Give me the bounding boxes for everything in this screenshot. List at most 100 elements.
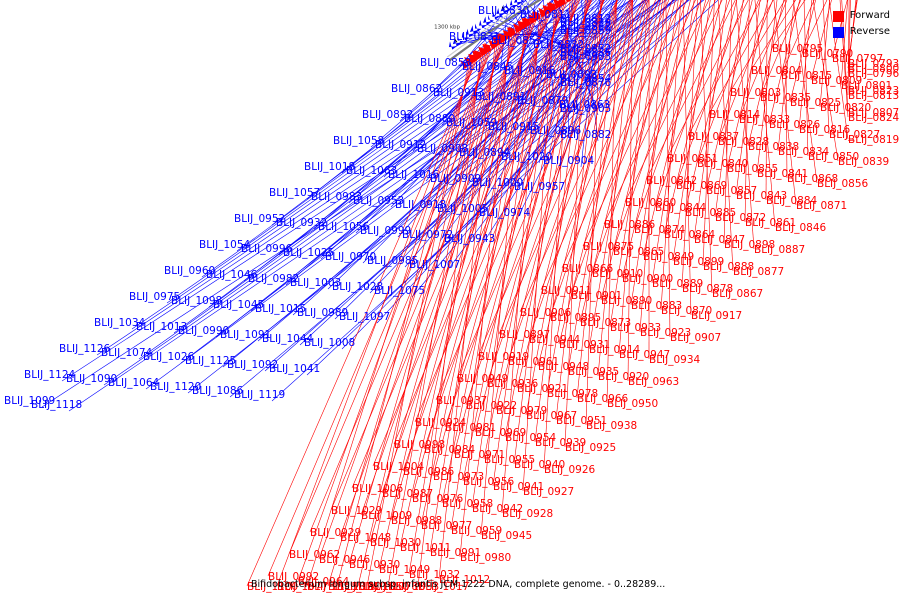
forward-gene-label: BLIJ_0936 [487, 378, 539, 390]
forward-leader-line [543, 0, 571, 470]
reverse-leader-line [439, 0, 624, 242]
forward-leader-line [792, 0, 818, 184]
reverse-gene-arrow [514, 0, 525, 6]
reverse-gene-label: BLIJ_1075 [374, 285, 425, 297]
forward-gene-label: BLIJ_0847 [694, 234, 745, 246]
reverse-gene-label: BLIJ_0862 [391, 83, 442, 95]
reverse-swatch [832, 26, 844, 38]
reverse-gene-label: BLIJ_1098 [171, 295, 222, 307]
forward-gene-label: BLIJ_0992 [268, 571, 319, 583]
forward-gene-label: BLIJ_1032 [409, 569, 460, 581]
reverse-gene-arrow [469, 25, 481, 35]
forward-gene-label: BLIJ_0963 [628, 376, 679, 388]
reverse-gene-label: BLIJ_1054 [199, 239, 251, 251]
forward-gene-label: BLIJ_0801 [841, 80, 892, 92]
forward-gene-label: BLIJ_0962 [289, 549, 340, 561]
reverse-gene-label: BLIJ_1119 [234, 389, 285, 401]
forward-gene-label: BLIJ_0872 [715, 212, 766, 224]
forward-gene-label: BLIJ_0955 [484, 454, 535, 466]
forward-gene-label: BLIJ_0838 [748, 141, 799, 153]
forward-gene-label: BLIJ_1048 [340, 532, 391, 544]
forward-gene-label: BLIJ_0795 [772, 43, 823, 55]
forward-gene-label: BLIJ_0956 [463, 476, 515, 488]
reverse-gene-label: BLIJ_0822 [560, 21, 611, 33]
reverse-gene-arrow [500, 4, 512, 14]
forward-gene-label: BLIJ_0886 [604, 219, 656, 231]
reverse-leader-line [201, 0, 592, 278]
reverse-gene-arrow [461, 32, 470, 41]
scale-ticks: 950 kbp1000 kbp1050 kbp1100 kbp1150 kbp1… [434, 6, 505, 43]
reverse-gene-label: BLIJ_1074 [101, 347, 153, 359]
forward-gene-label: BLIJ_0888 [703, 261, 754, 273]
forward-gene-label: BLIJ_0987 [382, 488, 433, 500]
forward-leader-line [492, 5, 558, 487]
reverse-gene-label: BLIJ_0854 [560, 73, 612, 85]
reverse-gene-label: BLIJ_1126 [59, 343, 111, 355]
forward-gene-label: BLIJ_0941 [493, 481, 544, 493]
forward-leader-line [822, 0, 830, 135]
forward-leader-line [603, 0, 710, 225]
reverse-gene-label: BLIJ_1057 [269, 187, 320, 199]
forward-leader-line [654, 0, 730, 208]
forward-gene-label: BLIJ_0849 [643, 251, 694, 263]
reverse-gene-label: BLIJ_1099 [4, 395, 55, 407]
forward-leader-line [789, 0, 816, 103]
forward-leader-line [519, 0, 656, 313]
forward-leader-line [780, 0, 815, 76]
forward-leader-line [693, 0, 727, 240]
forward-gene-arrow [460, 60, 468, 70]
forward-gene-label: BLIJ_0878 [682, 283, 733, 295]
forward-leader-line [297, 48, 491, 582]
reverse-gene-label: BLIJ_1018 [304, 161, 355, 173]
reverse-gene-label: BLIJ_0812 [560, 13, 611, 25]
forward-leader-line [378, 41, 501, 570]
reverse-leader-line [411, 0, 662, 298]
forward-gene-label: BLIJ_1012 [439, 574, 490, 586]
reverse-gene-label: BLIJ_0811 [520, 9, 571, 21]
strand-legend: Forward Reverse [832, 8, 890, 40]
forward-gene-label: BLIJ_0797 [832, 53, 883, 65]
forward-gene-label: BLIJ_0890 [601, 295, 652, 307]
forward-gene-label: BLIJ_0924 [415, 417, 467, 429]
forward-gene-label: BLIJ_0948 [538, 361, 589, 373]
forward-gene-label: BLIJ_0834 [778, 146, 830, 158]
forward-leader-line [339, 28, 520, 538]
forward-leader-line [360, 19, 535, 516]
forward-leader-line [651, 0, 695, 284]
reverse-leader-line [496, 0, 577, 160]
reverse-gene-label: BLIJ_1118 [31, 399, 82, 411]
forward-leader-line [288, 36, 508, 555]
reverse-leader-line [299, 0, 674, 346]
reverse-gene-arrow [487, 14, 494, 23]
forward-leader-line [660, 0, 682, 311]
forward-gene-label: BLIJ_0823 [848, 85, 899, 97]
forward-leader-line [839, 0, 849, 118]
reverse-leader-line [138, 0, 646, 360]
forward-gene-arrow [561, 0, 566, 5]
forward-gene-arrow [484, 42, 492, 52]
forward-leader-line [561, 0, 683, 269]
forward-leader-line [567, 0, 633, 372]
reverse-gene-label: BLIJ_0829 [560, 17, 611, 29]
forward-gene-label: BLIJ_0868 [787, 173, 838, 185]
reverse-gene-label: BLIJ_0916 [504, 65, 556, 77]
forward-gene-label: BLIJ_0928 [502, 508, 553, 520]
forward-gene-arrow [513, 23, 521, 34]
forward-gene-label: BLIJ_1050 [358, 581, 409, 593]
reverse-gene-label: BLIJ_0830 [478, 5, 529, 17]
forward-leader-line [738, 0, 788, 120]
reverse-gene-label: BLIJ_1064 [108, 377, 160, 389]
forward-leader-line [474, 0, 591, 433]
forward-leader-line [564, 0, 586, 448]
reverse-leader-line [180, 0, 660, 364]
forward-gene-label: BLIJ_0800 [848, 63, 899, 75]
forward-gene-label: BLIJ_0856 [817, 178, 869, 190]
forward-leader-line [276, 58, 477, 587]
reverse-leader-line [131, 0, 617, 330]
forward-leader-line [765, 0, 768, 201]
reverse-leader-line [327, 0, 634, 290]
forward-gene-label: BLIJ_0986 [403, 466, 455, 478]
reverse-gene-arrow [474, 23, 482, 32]
reverse-gene-label: BLIJ_1013 [136, 321, 187, 333]
forward-gene-arrow [533, 10, 541, 20]
